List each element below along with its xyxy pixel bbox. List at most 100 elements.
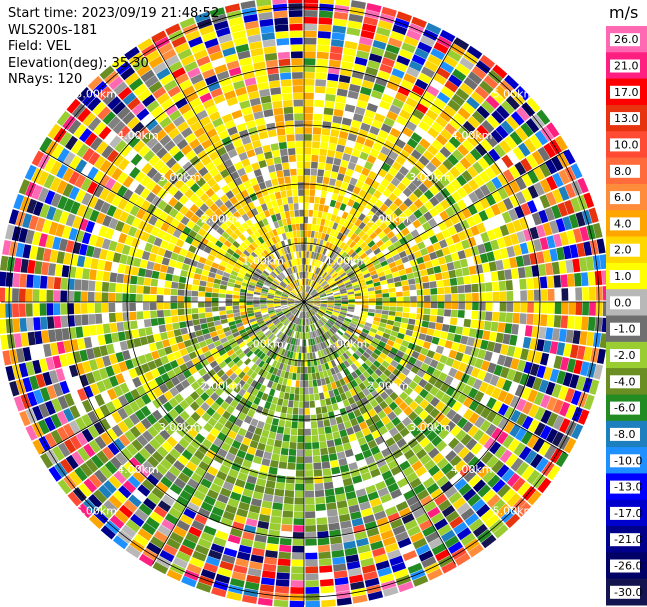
range-gate [315,329,320,337]
range-gate [479,184,491,197]
range-gate [357,230,366,239]
range-gate [410,132,423,143]
range-gate [335,331,342,338]
range-gate [257,520,270,530]
range-gate [389,306,397,312]
range-gate [282,510,293,518]
range-gate [420,327,428,335]
range-gate [136,285,144,294]
range-gate [529,226,539,240]
range-gate [586,224,596,240]
range-gate [388,443,400,453]
range-gate [332,207,339,216]
range-gate [260,302,267,305]
range-gate [427,54,442,67]
range-gate [344,547,358,557]
range-gate [454,459,467,472]
range-gate [555,218,566,233]
range-gate [317,269,323,276]
range-gate [388,335,397,342]
range-gate [377,566,393,577]
range-gate [323,285,331,291]
range-gate [480,339,489,350]
range-gate [419,437,431,448]
range-gate [289,442,297,450]
range-gate [369,399,379,408]
range-gate [191,284,199,291]
range-gate [449,516,464,529]
range-gate [54,328,63,342]
range-gate [328,337,334,345]
range-gate [468,328,477,338]
range-gate [206,281,214,288]
range-gate [531,212,542,226]
range-gate [342,196,350,205]
range-gate [348,13,364,23]
range-gate [272,446,281,455]
range-gate [102,323,111,334]
range-gate [364,337,372,345]
range-gate [225,294,233,299]
range-gate [221,554,236,564]
range-gate [481,120,495,134]
range-gate [446,397,457,408]
range-gate [375,209,384,218]
range-gate [424,392,435,403]
range-gate [484,350,493,362]
range-gate [13,257,22,273]
range-gate [338,315,346,320]
range-gate [397,477,409,488]
range-gate [576,194,588,211]
range-gate [204,302,212,308]
range-gate [83,256,92,269]
range-gate [332,373,339,382]
range-gate [341,117,352,126]
range-gate [568,287,576,301]
range-gate [283,503,294,511]
range-gate [440,199,451,210]
range-gate [227,534,241,544]
range-gate [509,194,520,208]
range-gate [494,85,510,100]
range-gate [353,142,364,151]
range-gate [364,176,374,186]
range-gate [391,68,405,79]
range-gate [361,145,372,155]
range-gate [534,302,541,314]
range-gate [294,359,298,367]
range-gate [583,394,595,410]
range-gate [381,360,390,369]
range-gate [334,151,344,160]
range-gate [497,417,510,430]
range-gate [432,369,442,379]
range-gate [546,122,560,138]
range-gate [354,307,362,311]
range-gate [299,401,304,408]
range-gate [340,336,347,343]
range-gate [467,71,483,85]
range-gate [560,315,568,329]
range-gate [330,359,337,368]
range-gate [339,429,348,438]
range-gate [478,292,486,302]
range-gate [472,302,479,311]
range-gate [396,302,404,307]
range-gate [306,299,314,302]
range-gate [156,302,164,310]
range-gate [282,378,288,386]
range-gate [511,268,519,279]
range-gate [481,100,495,114]
range-gate [366,315,374,321]
range-gate [329,453,338,461]
range-gate [162,339,171,348]
range-gate [295,338,299,346]
range-gate [482,153,495,166]
range-gate [333,306,341,310]
range-gate [277,468,287,476]
range-gate [301,304,304,312]
range-gate [353,360,362,368]
range-gate [315,260,320,267]
range-gate [300,373,304,381]
range-gate [418,120,431,132]
range-gate [330,283,337,288]
